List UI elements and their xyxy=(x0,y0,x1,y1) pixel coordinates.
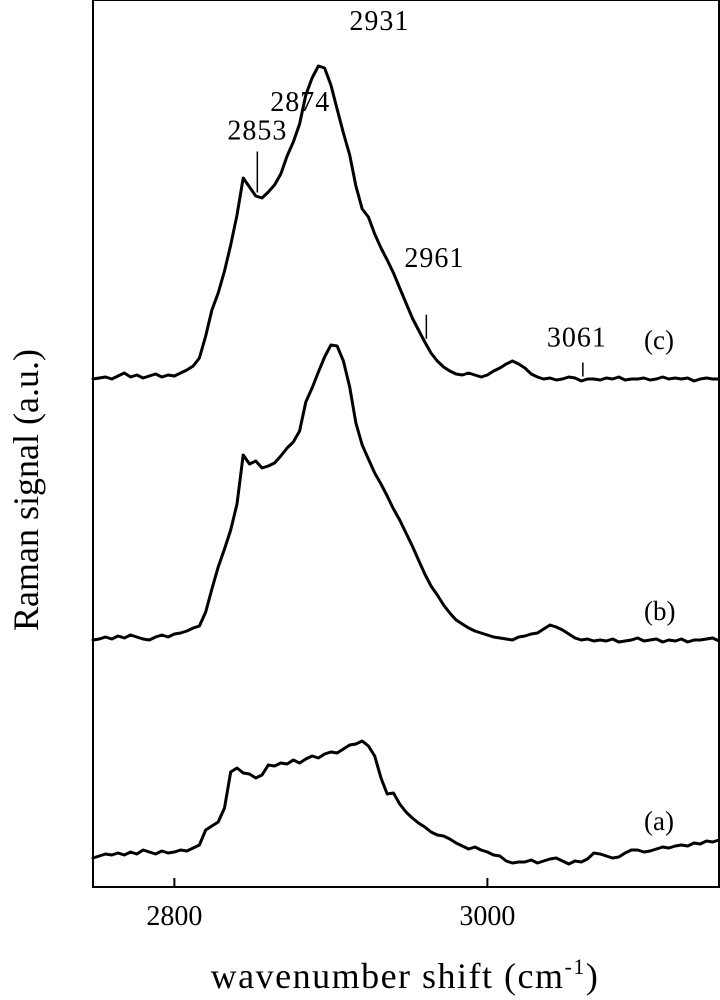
x-axis-label-superscript: -1 xyxy=(565,954,586,979)
trace-labels: (c) (b) (a) xyxy=(644,325,675,836)
spectrum-line-b xyxy=(91,343,720,644)
peak-label-3061: 3061 xyxy=(547,323,607,354)
trace-label-b: (b) xyxy=(644,596,675,626)
x-axis-ticks: 2800 3000 xyxy=(146,878,515,932)
peak-label-2853: 2853 xyxy=(227,116,287,147)
peak-label-2931: 2931 xyxy=(349,6,409,37)
trace-label-c: (c) xyxy=(644,325,674,355)
x-axis-label: wavenumber shift (cm-1) xyxy=(211,954,600,996)
spectra-traces xyxy=(91,64,720,866)
x-tick-label-2800: 2800 xyxy=(146,901,202,932)
plot-frame xyxy=(92,0,720,888)
peak-markers xyxy=(256,151,584,377)
trace-label-a: (a) xyxy=(644,806,674,836)
x-tick-label-3000: 3000 xyxy=(459,901,515,932)
peak-label-2874: 2874 xyxy=(270,87,330,118)
spectrum-line-a xyxy=(91,739,720,866)
y-axis-label: Raman signal (a.u.) xyxy=(6,349,46,631)
peak-label-2961: 2961 xyxy=(404,243,464,274)
spectrum-line-c xyxy=(91,64,720,383)
